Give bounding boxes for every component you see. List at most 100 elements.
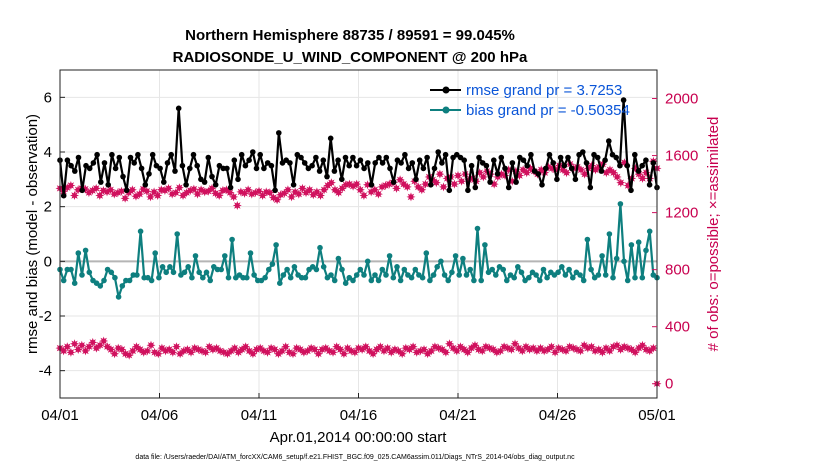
bias-point	[364, 258, 371, 265]
bias-point	[229, 236, 235, 243]
obs-count-point	[576, 346, 586, 356]
rmse-point	[483, 162, 490, 169]
rmse-point	[439, 160, 445, 166]
rmse-point	[513, 179, 519, 185]
rmse-point	[90, 160, 97, 166]
rmse-point	[628, 187, 634, 194]
rmse-point	[465, 187, 471, 194]
y-tick-label: 0	[44, 253, 52, 270]
bias-point	[328, 272, 334, 278]
rmse-point	[357, 157, 364, 163]
rmse-point	[365, 160, 371, 166]
bias-point	[390, 274, 397, 281]
bias-point	[588, 266, 594, 273]
bias-point	[504, 277, 510, 284]
rmse-point	[476, 154, 482, 161]
obs-count-point	[392, 183, 401, 193]
bias-point	[152, 250, 158, 256]
obs-count-point	[648, 343, 658, 353]
x-axis-label: Apr.01,2014 00:00:00 start	[270, 429, 448, 446]
x-tick-label: 04/21	[439, 407, 477, 424]
rmse-point	[146, 171, 152, 177]
bias-point	[137, 228, 144, 235]
bias-point	[456, 272, 463, 278]
bias-point	[75, 250, 82, 256]
y-axis-label: rmse and bias (model - observation)	[24, 114, 41, 354]
bias-point	[86, 269, 93, 276]
rmse-point	[190, 151, 197, 158]
rmse-point	[379, 160, 386, 166]
bias-point	[423, 250, 430, 256]
bias-point	[430, 272, 437, 278]
obs-count-point	[408, 342, 418, 352]
obs-count-point	[435, 169, 445, 179]
rmse-point	[639, 162, 645, 169]
bias-point	[273, 242, 279, 248]
rmse-point	[494, 171, 501, 177]
y-tick-label: 2	[44, 199, 52, 216]
rmse-point	[101, 160, 108, 166]
bias-point	[460, 255, 466, 262]
rmse-point	[261, 165, 267, 172]
x-tick-label: 04/01	[41, 407, 79, 424]
obs-count-point	[478, 172, 488, 182]
rmse-point	[342, 154, 349, 161]
obs-count-point	[612, 172, 622, 182]
rmse-point	[109, 151, 115, 158]
bias-point	[427, 277, 433, 284]
rmse-point	[157, 165, 163, 172]
bias-point	[580, 277, 587, 284]
bias-point	[97, 283, 104, 289]
obs-count-point	[352, 179, 362, 189]
rmse-point	[60, 192, 67, 199]
rmse-point	[594, 154, 601, 161]
bias-point	[610, 274, 616, 281]
rmse-point	[528, 151, 534, 158]
rmse-point	[580, 149, 586, 155]
rmse-point	[546, 151, 553, 158]
bias-point	[566, 266, 572, 273]
bias-point	[478, 277, 485, 284]
rmse-point	[390, 179, 397, 185]
bias-point	[438, 258, 444, 265]
obs-count-point	[402, 182, 412, 192]
bias-point	[368, 277, 375, 284]
rmse-point	[446, 187, 453, 194]
rmse-point	[520, 157, 527, 163]
bias-point	[570, 274, 576, 281]
obs-count-point	[441, 347, 451, 357]
rmse-point	[324, 173, 330, 180]
rmse-point	[316, 168, 323, 174]
obs-count-point	[363, 180, 372, 190]
rmse-point	[487, 179, 493, 185]
rmse-point	[72, 168, 78, 174]
bias-point	[379, 266, 386, 273]
rmse-point	[149, 151, 156, 158]
bias-point	[639, 274, 646, 281]
rmse-point	[224, 165, 230, 172]
rmse-point	[142, 182, 149, 188]
obs-count-point	[174, 183, 184, 193]
rmse-point	[123, 187, 130, 194]
rmse-point	[94, 151, 100, 158]
bias-point	[266, 266, 272, 273]
rmse-point	[161, 179, 167, 185]
obs-count-point	[66, 347, 76, 357]
bias-point	[156, 274, 162, 281]
obs-count-point	[142, 346, 152, 356]
bias-point	[635, 239, 642, 245]
rmse-point	[383, 154, 390, 161]
obs-count-point	[214, 191, 224, 200]
rmse-point	[183, 182, 189, 188]
obs-count-point	[189, 184, 199, 194]
bias-point	[189, 274, 195, 281]
y-tick-label: 4	[44, 144, 52, 161]
obs-count-point	[305, 185, 315, 195]
bias-point	[200, 274, 206, 281]
rmse-point	[79, 187, 85, 194]
bias-point	[474, 225, 481, 232]
bias-point	[284, 266, 290, 273]
obs-count-point	[153, 191, 163, 200]
obs-count-point	[397, 349, 407, 359]
bias-point	[225, 274, 232, 281]
